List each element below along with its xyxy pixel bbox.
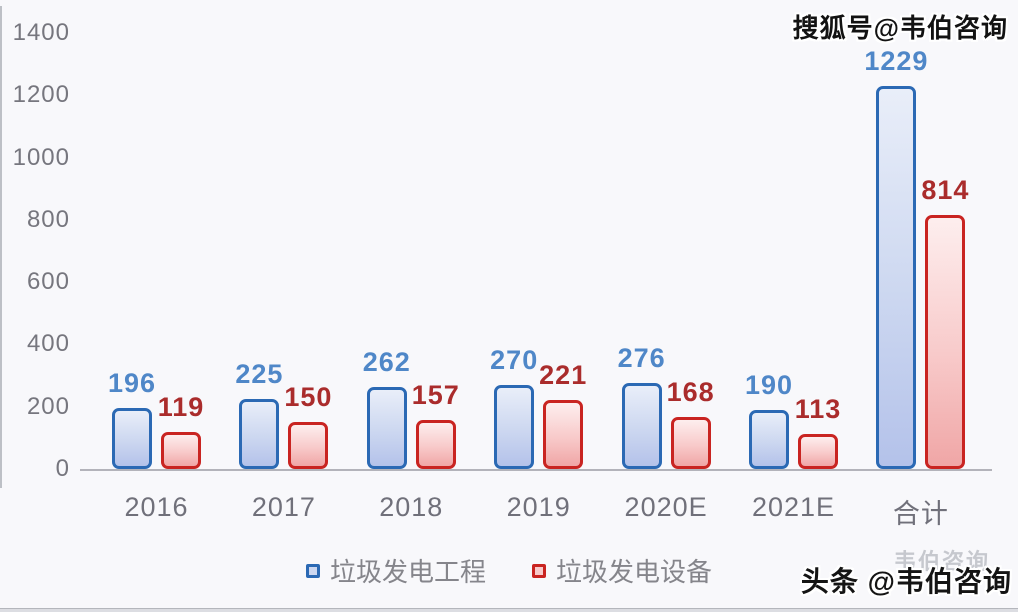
bar-project <box>876 86 917 469</box>
bar-equipment <box>161 431 201 469</box>
bar-value-label: 113 <box>794 393 842 424</box>
bar-value-label: 196 <box>107 367 157 398</box>
watermark-top-right: 搜狐号@韦伯咨询 <box>792 13 1008 43</box>
x-axis-tick-label: 合计 <box>892 499 949 529</box>
x-axis-tick-label: 2017 <box>251 492 316 522</box>
x-axis-tick-label: 2018 <box>379 492 444 522</box>
y-axis-tick-label: 1000 <box>12 143 70 171</box>
bar-project <box>112 407 152 469</box>
left-frame-line <box>0 6 2 488</box>
y-axis-tick-label: 800 <box>26 205 70 233</box>
bar-project <box>621 383 662 469</box>
bottom-divider-line <box>0 608 1018 609</box>
bar-value-label: 119 <box>157 391 205 422</box>
bar-value-label: 270 <box>490 344 539 375</box>
bottom-strip <box>0 609 1018 612</box>
bar-project <box>749 409 789 469</box>
bar-value-label: 157 <box>411 380 460 411</box>
y-axis-tick-label: 1200 <box>12 81 70 109</box>
legend-marker-icon <box>305 563 320 578</box>
watermark-bottom-right: 头条 @韦伯咨询 <box>800 566 1012 597</box>
bar-value-label: 168 <box>666 376 715 407</box>
bar-value-label: 150 <box>284 382 333 413</box>
bar-value-label: 814 <box>921 175 970 206</box>
legend-label: 垃圾发电工程 <box>329 557 486 587</box>
x-axis-tick-label: 2021E <box>751 492 836 522</box>
bar-equipment <box>415 420 456 469</box>
bar-equipment <box>798 433 838 469</box>
bar-project <box>494 384 535 469</box>
y-axis-tick-label: 200 <box>26 392 70 420</box>
bar-value-label: 1229 <box>864 46 929 77</box>
bar-equipment <box>925 215 966 469</box>
y-axis-tick-label: 400 <box>26 330 70 358</box>
chart-legend: 垃圾发电工程 垃圾发电设备 <box>0 552 1018 589</box>
legend-item-equipment: 垃圾发电设备 <box>532 552 712 589</box>
x-axis-tick-label: 2019 <box>506 492 571 522</box>
bar-value-label: 276 <box>617 343 666 374</box>
bar-value-label: 221 <box>539 360 588 391</box>
y-axis-tick-label: 1400 <box>12 19 70 46</box>
x-axis-tick-label: 2016 <box>124 492 189 522</box>
watermark-bottom-ghost: 韦伯咨询 <box>893 549 990 574</box>
legend-label: 垃圾发电设备 <box>556 557 713 587</box>
bar-equipment <box>288 422 329 469</box>
bar-project <box>366 387 407 469</box>
bar-equipment <box>670 416 711 469</box>
x-axis-line <box>80 469 992 471</box>
y-axis-tick-label: 0 <box>55 455 70 482</box>
bar-value-label: 190 <box>744 369 794 400</box>
bar-equipment <box>543 400 584 469</box>
legend-item-project: 垃圾发电工程 <box>305 552 486 589</box>
x-axis-tick-label: 2020E <box>624 492 708 522</box>
y-axis-tick-label: 600 <box>26 268 70 296</box>
bar-value-label: 225 <box>235 358 284 389</box>
legend-marker-icon <box>532 563 546 578</box>
bar-value-label: 262 <box>362 347 411 378</box>
bar-project <box>239 398 280 469</box>
